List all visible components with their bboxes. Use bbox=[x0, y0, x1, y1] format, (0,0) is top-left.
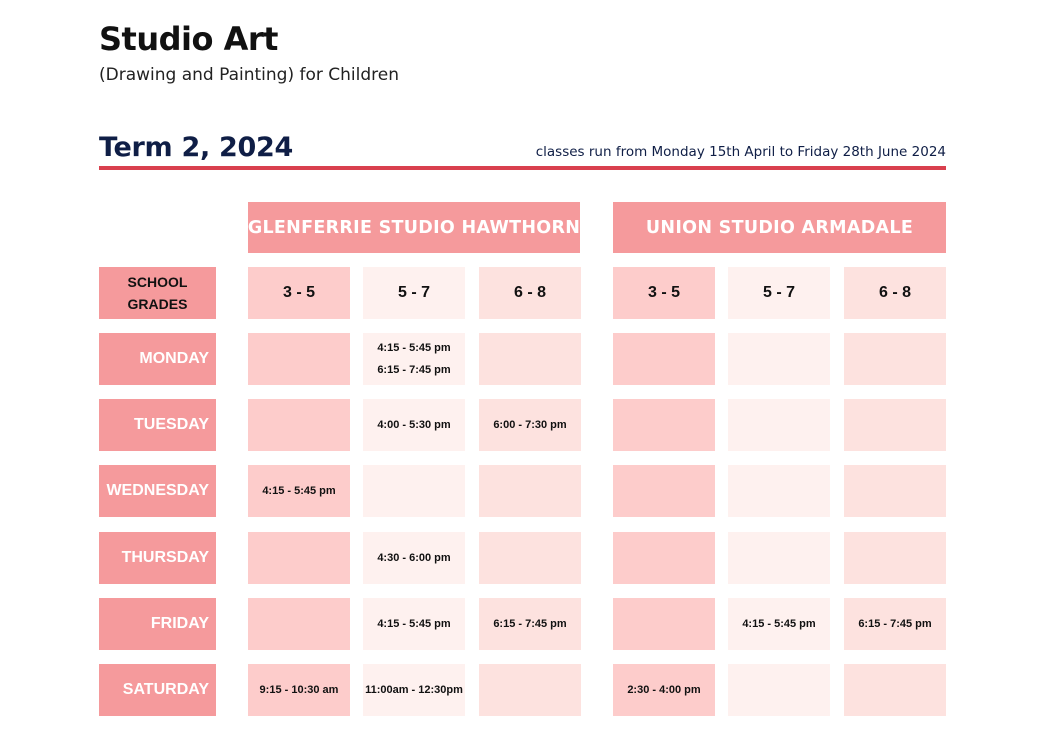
timetable-cell bbox=[479, 664, 581, 716]
timetable-cell bbox=[479, 333, 581, 385]
class-time: 4:15 - 5:45 pm bbox=[262, 485, 336, 497]
timetable-cell: 6:00 - 7:30 pm bbox=[479, 399, 581, 451]
class-time: 4:15 - 5:45 pm bbox=[377, 618, 451, 630]
class-time: 6:15 - 7:45 pm bbox=[493, 618, 567, 630]
timetable-cell bbox=[613, 465, 715, 517]
class-time: 6:15 - 7:45 pm bbox=[377, 364, 451, 376]
timetable-cell bbox=[844, 532, 946, 584]
timetable-cell: 9:15 - 10:30 am bbox=[248, 664, 350, 716]
timetable-cell bbox=[728, 465, 830, 517]
timetable-cell: 4:00 - 5:30 pm bbox=[363, 399, 465, 451]
timetable-cell bbox=[728, 399, 830, 451]
timetable-cell bbox=[248, 598, 350, 650]
class-time: 4:15 - 5:45 pm bbox=[377, 342, 451, 354]
school-grades-label-line1: SCHOOL bbox=[127, 274, 188, 290]
timetable-cell bbox=[248, 333, 350, 385]
timetable-cell bbox=[248, 399, 350, 451]
day-label-monday: MONDAY bbox=[99, 333, 216, 385]
timetable-cell: 4:15 - 5:45 pm bbox=[363, 598, 465, 650]
grade-header-cell: 3 - 5 bbox=[613, 267, 715, 319]
timetable-cell bbox=[844, 664, 946, 716]
timetable-cell bbox=[363, 465, 465, 517]
class-time: 9:15 - 10:30 am bbox=[259, 684, 339, 696]
page-subtitle: (Drawing and Painting) for Children bbox=[99, 65, 400, 85]
class-time: 4:30 - 6:00 pm bbox=[377, 552, 451, 564]
timetable-cell bbox=[479, 532, 581, 584]
timetable-cell bbox=[479, 465, 581, 517]
day-label-saturday: SATURDAY bbox=[99, 664, 216, 716]
class-time: 6:00 - 7:30 pm bbox=[493, 419, 567, 431]
timetable-cell bbox=[613, 598, 715, 650]
class-time: 4:00 - 5:30 pm bbox=[377, 419, 451, 431]
heading-divider bbox=[99, 166, 946, 170]
timetable-cell bbox=[248, 532, 350, 584]
class-time: 6:15 - 7:45 pm bbox=[858, 618, 932, 630]
day-label-wednesday: WEDNESDAY bbox=[99, 465, 216, 517]
grade-header-cell: 5 - 7 bbox=[363, 267, 465, 319]
school-grades-label: SCHOOL GRADES bbox=[99, 267, 216, 319]
timetable-cell bbox=[844, 399, 946, 451]
page-title: Studio Art bbox=[99, 20, 278, 58]
timetable-cell: 4:30 - 6:00 pm bbox=[363, 532, 465, 584]
timetable-cell bbox=[613, 532, 715, 584]
grade-header-cell: 3 - 5 bbox=[248, 267, 350, 319]
timetable-cell bbox=[844, 333, 946, 385]
timetable-cell: 6:15 - 7:45 pm bbox=[844, 598, 946, 650]
timetable-cell: 4:15 - 5:45 pm bbox=[248, 465, 350, 517]
timetable-cell: 4:15 - 5:45 pm 6:15 - 7:45 pm bbox=[363, 333, 465, 385]
timetable-cell bbox=[728, 664, 830, 716]
timetable-cell bbox=[728, 333, 830, 385]
grade-header-cell: 6 - 8 bbox=[844, 267, 946, 319]
term-dates-note: classes run from Monday 15th April to Fr… bbox=[535, 144, 946, 160]
timetable-cell bbox=[613, 399, 715, 451]
day-label-friday: FRIDAY bbox=[99, 598, 216, 650]
timetable-cell bbox=[728, 532, 830, 584]
timetable-cell: 4:15 - 5:45 pm bbox=[728, 598, 830, 650]
grade-header-cell: 5 - 7 bbox=[728, 267, 830, 319]
studio-header-union: UNION STUDIO ARMADALE bbox=[613, 202, 946, 253]
timetable-cell bbox=[844, 465, 946, 517]
grade-header-cell: 6 - 8 bbox=[479, 267, 581, 319]
timetable-cell: 6:15 - 7:45 pm bbox=[479, 598, 581, 650]
school-grades-label-line2: GRADES bbox=[127, 296, 188, 312]
studio-header-glenferrie: GLENFERRIE STUDIO HAWTHORN bbox=[248, 202, 580, 253]
timetable-cell: 11:00am - 12:30pm bbox=[363, 664, 465, 716]
class-time: 4:15 - 5:45 pm bbox=[742, 618, 816, 630]
day-label-tuesday: TUESDAY bbox=[99, 399, 216, 451]
class-time: 2:30 - 4:00 pm bbox=[627, 684, 701, 696]
term-heading: Term 2, 2024 bbox=[99, 132, 293, 163]
class-time: 11:00am - 12:30pm bbox=[365, 684, 463, 696]
timetable-cell: 2:30 - 4:00 pm bbox=[613, 664, 715, 716]
day-label-thursday: THURSDAY bbox=[99, 532, 216, 584]
timetable-cell bbox=[613, 333, 715, 385]
